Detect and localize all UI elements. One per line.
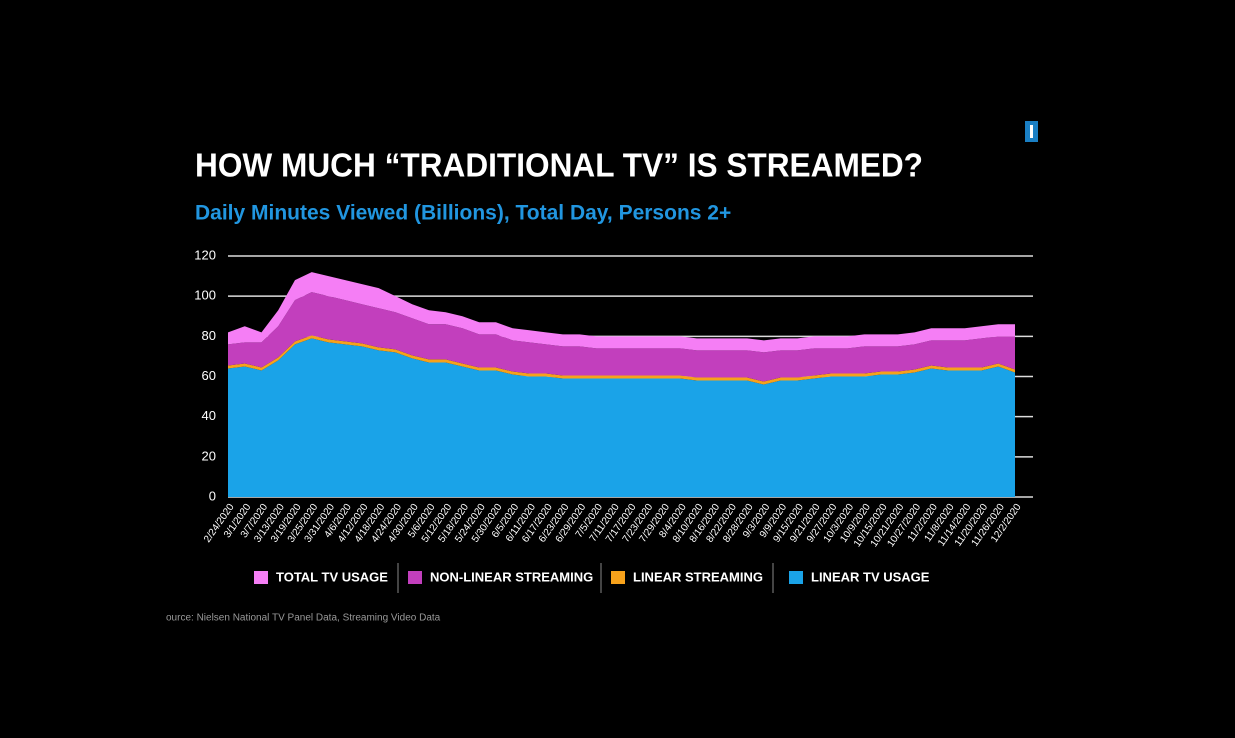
legend-label: LINEAR STREAMING	[633, 569, 763, 584]
legend-item: NON-LINEAR STREAMING	[408, 569, 593, 584]
y-tick-label: 60	[202, 368, 216, 383]
y-tick-label: 40	[202, 408, 216, 423]
area	[228, 292, 1015, 382]
legend-swatch	[254, 571, 268, 584]
y-tick-label: 120	[194, 247, 216, 262]
area	[228, 338, 1015, 497]
source-note: ource: Nielsen National TV Panel Data, S…	[166, 613, 441, 624]
legend-label: LINEAR TV USAGE	[811, 569, 930, 584]
y-tick-label: 20	[202, 448, 216, 463]
y-tick-label: 100	[194, 288, 216, 303]
legend-swatch	[789, 571, 803, 584]
legend-item: LINEAR STREAMING	[611, 569, 763, 584]
logo-mark	[1030, 125, 1033, 138]
legend-label: NON-LINEAR STREAMING	[430, 569, 593, 584]
chart-subtitle: Daily Minutes Viewed (Billions), Total D…	[195, 202, 731, 225]
legend-item: LINEAR TV USAGE	[789, 569, 930, 584]
legend-label: TOTAL TV USAGE	[276, 569, 388, 584]
chart-title: HOW MUCH “TRADITIONAL TV” IS STREAMED?	[195, 147, 923, 184]
y-tick-label: 0	[209, 488, 216, 503]
legend-swatch	[611, 571, 625, 584]
area	[228, 272, 1015, 353]
legend-item: TOTAL TV USAGE	[254, 569, 388, 584]
y-tick-label: 80	[202, 328, 216, 343]
legend-swatch	[408, 571, 422, 584]
